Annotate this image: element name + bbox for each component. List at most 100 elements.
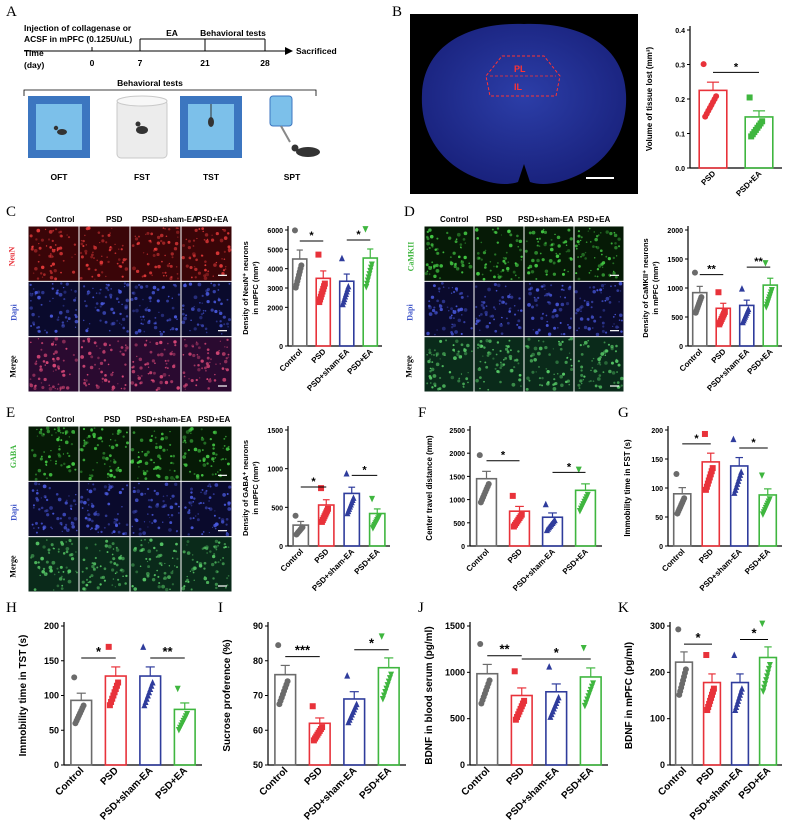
cell-dot [33,386,37,391]
cell-dot [46,539,48,541]
cell-dot [130,297,134,302]
cell-dot [445,339,448,342]
cell-dot [82,444,86,448]
cell-dot [122,575,124,578]
cell-dot [83,500,87,505]
cell-dot [534,250,539,255]
cell-dot [604,354,607,356]
cell-dot [496,241,500,244]
cell-dot [140,374,143,377]
cell-dot [607,343,610,346]
cell-dot [539,252,542,255]
cell-dot [524,249,528,253]
cell-dot [173,478,176,480]
cell-dot [157,526,161,530]
cell-dot [460,295,464,299]
cell-dot [40,455,43,458]
data-point [709,691,715,698]
cell-dot [557,244,561,248]
cell-dot [113,458,115,461]
cell-dot [561,272,565,276]
cell-dot [520,385,522,387]
cell-dot [208,500,210,502]
panel-letter-f: F [418,405,427,421]
cell-dot [82,558,86,562]
micrograph-tile [474,281,524,337]
cell-dot [527,337,531,341]
cell-dot [592,245,595,248]
cell-dot [184,339,186,341]
cell-dot [109,560,113,564]
cell-dot [433,349,436,352]
cell-dot [435,269,440,273]
significance-label: * [362,464,367,476]
cell-dot [227,507,232,511]
cell-dot [103,526,106,529]
cell-dot [153,468,155,470]
cell-dot [109,473,113,478]
cell-dot [145,572,150,576]
points-psd [700,61,720,120]
x-tick-label: PSD+EA [734,169,763,198]
cell-dot [156,235,161,240]
cell-dot [194,267,198,271]
cell-dot [145,340,148,342]
cell-dot [212,460,215,463]
cell-dot [145,284,149,288]
cell-dot [517,245,520,248]
cell-dot [610,344,614,349]
cell-dot [164,562,166,565]
cell-dot [156,241,161,245]
cell-dot [139,438,144,443]
cell-dot [89,365,94,370]
cell-dot [50,253,52,255]
cell-dot [121,556,125,561]
cell-dot [35,473,38,476]
y-tick-label: 5000 [267,247,283,254]
cell-dot [161,521,164,523]
cell-dot [60,587,64,590]
cell-dot [153,371,156,375]
cell-dot [85,379,88,382]
cell-dot [484,295,487,298]
data-point [575,466,582,474]
cell-dot [528,282,531,285]
cell-dot [214,539,219,544]
cell-dot [132,360,135,363]
y-tick-label: 0.3 [675,63,685,70]
cell-dot [80,239,83,242]
x-tick-label: PSD [303,765,325,787]
cell-dot [431,386,434,389]
cell-dot [34,481,38,486]
y-axis-label: in mPFC (mm³) [651,261,660,315]
cell-dot [90,428,93,431]
cell-dot [448,310,450,312]
cell-dot [206,364,211,369]
cell-dot [446,306,449,309]
data-point [703,652,710,659]
cell-dot [92,568,96,572]
cell-dot [100,370,103,374]
y-tick-label: 70 [253,691,263,701]
cell-dot [599,363,602,366]
points-psd-sham-ea [730,435,745,496]
cell-dot [430,243,434,247]
micrograph-tile [424,337,474,392]
cell-dot [106,551,109,554]
cell-dot [481,301,483,303]
cell-dot [547,380,550,384]
cell-dot [35,498,40,502]
cell-dot [536,237,539,240]
cell-dot [175,266,178,268]
data-point [759,620,766,628]
cell-dot [196,237,198,240]
y-tick-label: 200 [650,667,665,677]
cell-dot [91,253,94,257]
cell-dot [589,379,592,383]
points-psd-ea [746,94,766,140]
cell-dot [217,298,221,302]
cell-dot [540,316,544,320]
cell-dot [113,520,117,525]
cell-dot [217,541,221,544]
